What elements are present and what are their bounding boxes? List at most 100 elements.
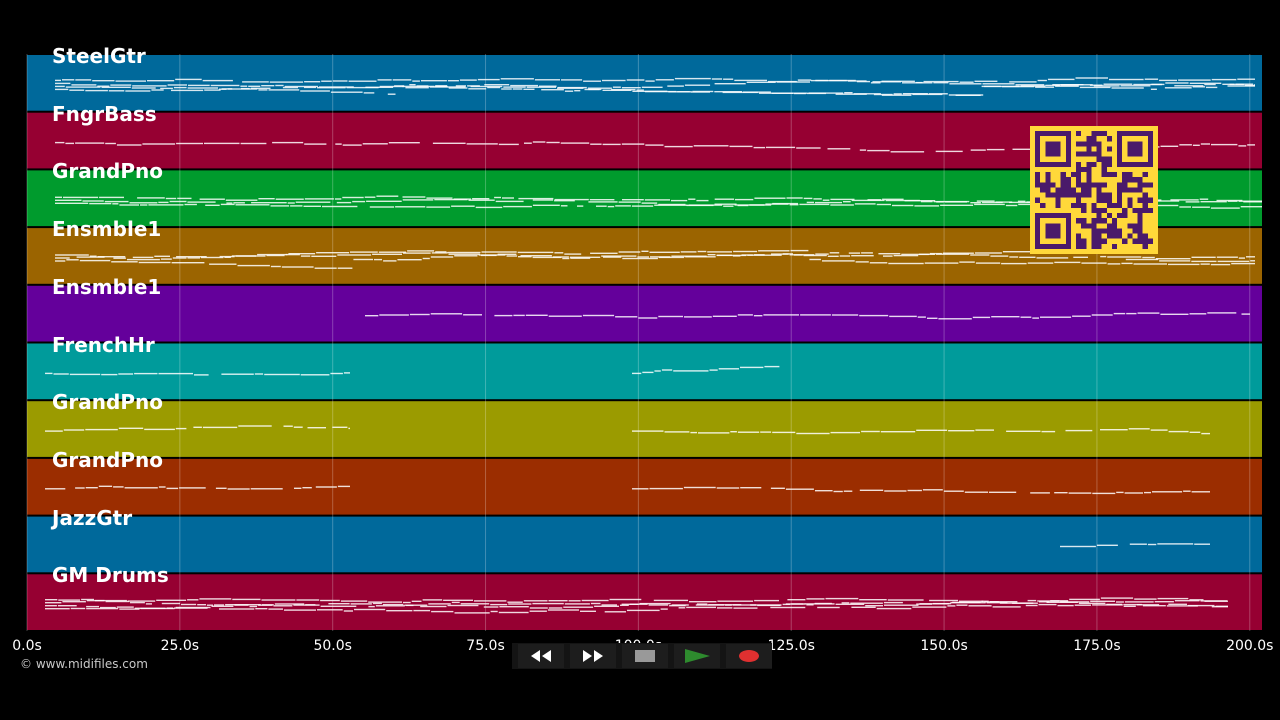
note-mark xyxy=(822,260,855,262)
note-mark xyxy=(658,256,685,259)
note-mark xyxy=(322,205,358,208)
note-mark xyxy=(320,599,340,602)
note-mark xyxy=(293,426,303,428)
note-mark xyxy=(1231,262,1255,265)
note-mark xyxy=(1146,200,1180,202)
note-mark xyxy=(314,267,337,269)
note-mark xyxy=(546,141,560,144)
note-mark xyxy=(1250,260,1255,262)
note-mark xyxy=(379,85,405,88)
qr-module xyxy=(1045,187,1051,193)
note-mark xyxy=(524,142,532,144)
note-mark xyxy=(989,491,1017,493)
note-mark xyxy=(714,83,746,85)
note-mark xyxy=(569,256,601,258)
note-mark xyxy=(1238,145,1247,147)
note-mark xyxy=(696,603,708,605)
note-mark xyxy=(532,602,564,605)
note-mark xyxy=(735,198,754,201)
note-mark xyxy=(564,253,582,255)
note-mark xyxy=(641,202,658,204)
note-mark xyxy=(172,257,187,259)
note-mark xyxy=(1027,599,1037,602)
note-mark xyxy=(919,253,935,255)
qr-module xyxy=(1142,172,1148,178)
qr-module xyxy=(1147,238,1153,244)
qr-module xyxy=(1122,207,1128,214)
note-mark xyxy=(1207,312,1237,314)
note-mark xyxy=(518,256,532,258)
note-mark xyxy=(1192,144,1200,146)
note-mark xyxy=(1073,256,1088,258)
note-mark xyxy=(1174,85,1204,87)
note-mark xyxy=(1005,204,1018,207)
qr-module xyxy=(1101,192,1107,198)
qr-module xyxy=(1096,151,1102,157)
note-mark xyxy=(890,151,925,153)
note-mark xyxy=(261,599,296,601)
note-mark xyxy=(669,605,686,607)
note-mark xyxy=(924,262,959,264)
note-mark xyxy=(523,600,548,602)
note-mark xyxy=(859,314,889,317)
note-mark xyxy=(1238,257,1245,259)
note-mark xyxy=(234,604,249,606)
note-mark xyxy=(197,604,206,606)
note-mark xyxy=(734,204,765,206)
note-mark xyxy=(927,317,938,319)
note-mark xyxy=(1152,491,1183,493)
note-mark xyxy=(950,602,986,604)
qr-module xyxy=(1076,243,1082,249)
note-mark xyxy=(548,315,582,317)
note-mark xyxy=(89,202,112,205)
note-mark xyxy=(350,603,372,605)
note-mark xyxy=(1054,492,1068,494)
note-mark xyxy=(584,88,600,91)
note-mark xyxy=(179,487,206,489)
note-mark xyxy=(671,199,688,202)
note-mark xyxy=(268,608,283,610)
note-mark xyxy=(303,205,321,207)
note-mark xyxy=(1206,86,1218,89)
record-button[interactable] xyxy=(726,644,772,668)
qr-module xyxy=(1127,187,1133,193)
stop-button[interactable] xyxy=(622,644,668,668)
qr-module xyxy=(1101,197,1107,203)
note-mark xyxy=(487,86,501,89)
note-mark xyxy=(632,488,649,490)
note-mark xyxy=(815,490,833,492)
note-mark xyxy=(714,203,737,205)
note-mark xyxy=(132,85,167,87)
note-mark xyxy=(127,600,156,602)
time-tick-label: 50.0s xyxy=(313,638,352,654)
note-mark xyxy=(254,373,264,375)
note-mark xyxy=(273,605,293,607)
play-button[interactable] xyxy=(674,644,720,668)
fast-forward-button[interactable] xyxy=(570,644,616,668)
note-mark xyxy=(158,372,193,375)
note-mark xyxy=(850,602,883,604)
qr-module xyxy=(1117,202,1123,208)
note-mark xyxy=(1015,84,1045,86)
note-mark xyxy=(707,251,732,253)
note-mark xyxy=(235,204,270,206)
note-mark xyxy=(683,486,716,489)
note-mark xyxy=(1126,312,1137,315)
note-mark xyxy=(1147,543,1157,546)
note-mark xyxy=(463,314,482,316)
note-mark xyxy=(976,200,995,202)
note-mark xyxy=(1168,603,1187,605)
note-mark xyxy=(1074,604,1091,606)
note-mark xyxy=(1191,491,1210,493)
qr-module xyxy=(1106,136,1112,142)
note-mark xyxy=(311,255,337,257)
note-mark xyxy=(901,253,929,256)
rewind-button[interactable] xyxy=(518,644,564,668)
note-mark xyxy=(140,204,148,206)
note-mark xyxy=(529,610,547,612)
note-mark xyxy=(929,252,942,255)
note-mark xyxy=(1189,431,1201,433)
note-mark xyxy=(176,142,203,145)
qr-module xyxy=(1076,161,1082,167)
qr-module xyxy=(1086,172,1092,178)
